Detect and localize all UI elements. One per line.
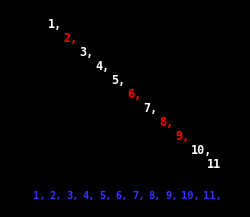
Text: 9,: 9, <box>175 130 189 143</box>
Text: 8,: 8, <box>148 191 161 201</box>
Text: 9,: 9, <box>165 191 177 201</box>
Text: 1,: 1, <box>33 191 46 201</box>
Text: 5,: 5, <box>111 74 125 87</box>
Text: 10,: 10, <box>182 191 200 201</box>
Text: 6,: 6, <box>116 191 128 201</box>
Text: 11,: 11, <box>203 191 222 201</box>
Text: 2,: 2, <box>50 191 62 201</box>
Text: 4,: 4, <box>82 191 95 201</box>
Text: 2,: 2, <box>63 32 77 45</box>
Text: 11: 11 <box>207 158 221 171</box>
Text: 8,: 8, <box>159 116 173 129</box>
Text: 3,: 3, <box>66 191 78 201</box>
Text: 1,: 1, <box>48 18 62 31</box>
Text: 10,: 10, <box>191 144 212 157</box>
Text: 4,: 4, <box>95 60 109 73</box>
Text: 6,: 6, <box>127 88 141 101</box>
Text: 3,: 3, <box>79 46 93 59</box>
Text: 5,: 5, <box>99 191 112 201</box>
Text: 7,: 7, <box>143 102 157 115</box>
Text: 7,: 7, <box>132 191 144 201</box>
